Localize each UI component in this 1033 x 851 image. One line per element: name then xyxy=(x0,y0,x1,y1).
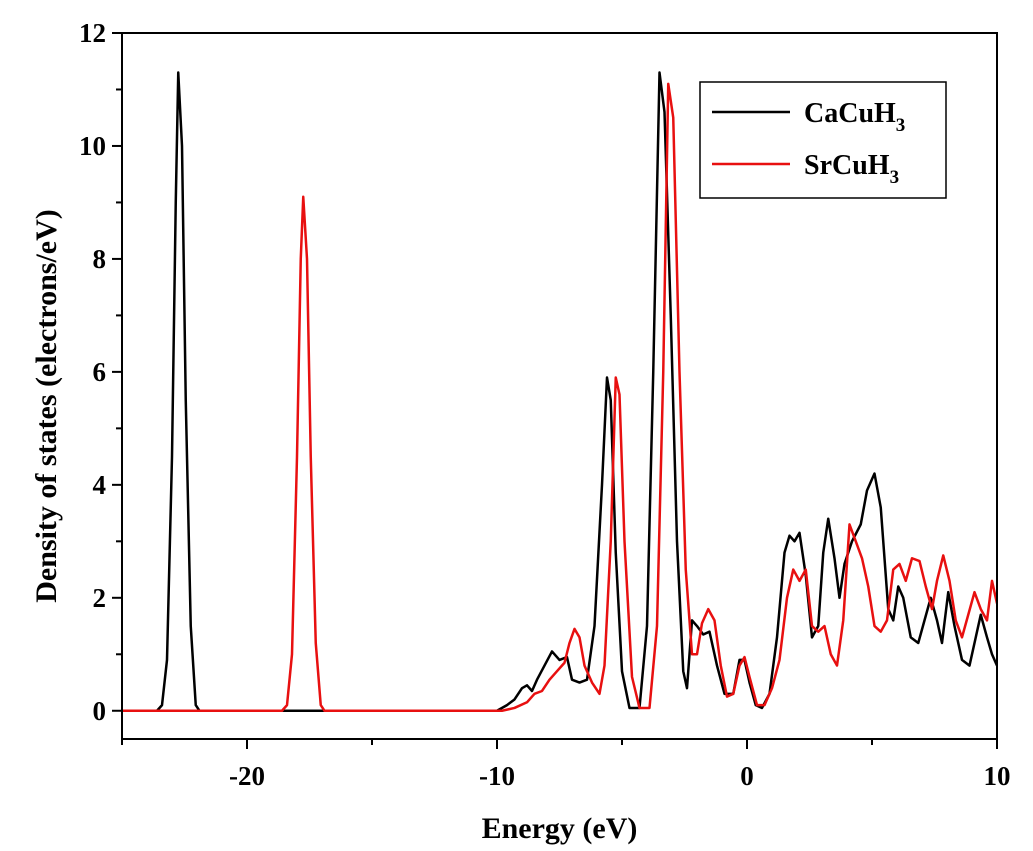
legend-label-srcuh3-sub: 3 xyxy=(890,167,900,188)
legend-label-cacuh3: CaCuH3 xyxy=(804,98,905,136)
y-tick-label: 2 xyxy=(93,583,107,613)
y-tick-label: 0 xyxy=(93,696,107,726)
legend-label-srcuh3: SrCuH3 xyxy=(804,150,899,188)
x-tick-label: 10 xyxy=(984,761,1011,791)
legend-label-cacuh3-sub: 3 xyxy=(896,115,906,136)
series-line-srcuh3 xyxy=(122,82,997,713)
legend-box xyxy=(699,81,947,199)
legend-label-cacuh3-base: CaCuH xyxy=(804,98,896,129)
legend: CaCuH3 SrCuH3 xyxy=(699,81,947,199)
series-line-cacuh3 xyxy=(122,71,997,713)
y-tick-label: 8 xyxy=(93,244,107,274)
y-tick-label: 12 xyxy=(79,18,106,48)
plot-frame xyxy=(121,32,998,740)
x-tick-label: -10 xyxy=(479,761,515,791)
x-axis-title: Energy (eV) xyxy=(482,812,638,845)
y-axis-title: Density of states (electrons/eV) xyxy=(30,209,63,603)
axis-ticks: -20 -10 0 10 0 2 4 6 8 10 12 xyxy=(79,18,1011,791)
x-tick-label: 0 xyxy=(740,761,754,791)
legend-label-srcuh3-base: SrCuH xyxy=(804,150,890,181)
x-tick-label: -20 xyxy=(229,761,265,791)
plot-area xyxy=(122,71,997,713)
y-tick-label: 10 xyxy=(79,131,106,161)
y-tick-label: 6 xyxy=(93,357,107,387)
y-tick-label: 4 xyxy=(93,470,107,500)
